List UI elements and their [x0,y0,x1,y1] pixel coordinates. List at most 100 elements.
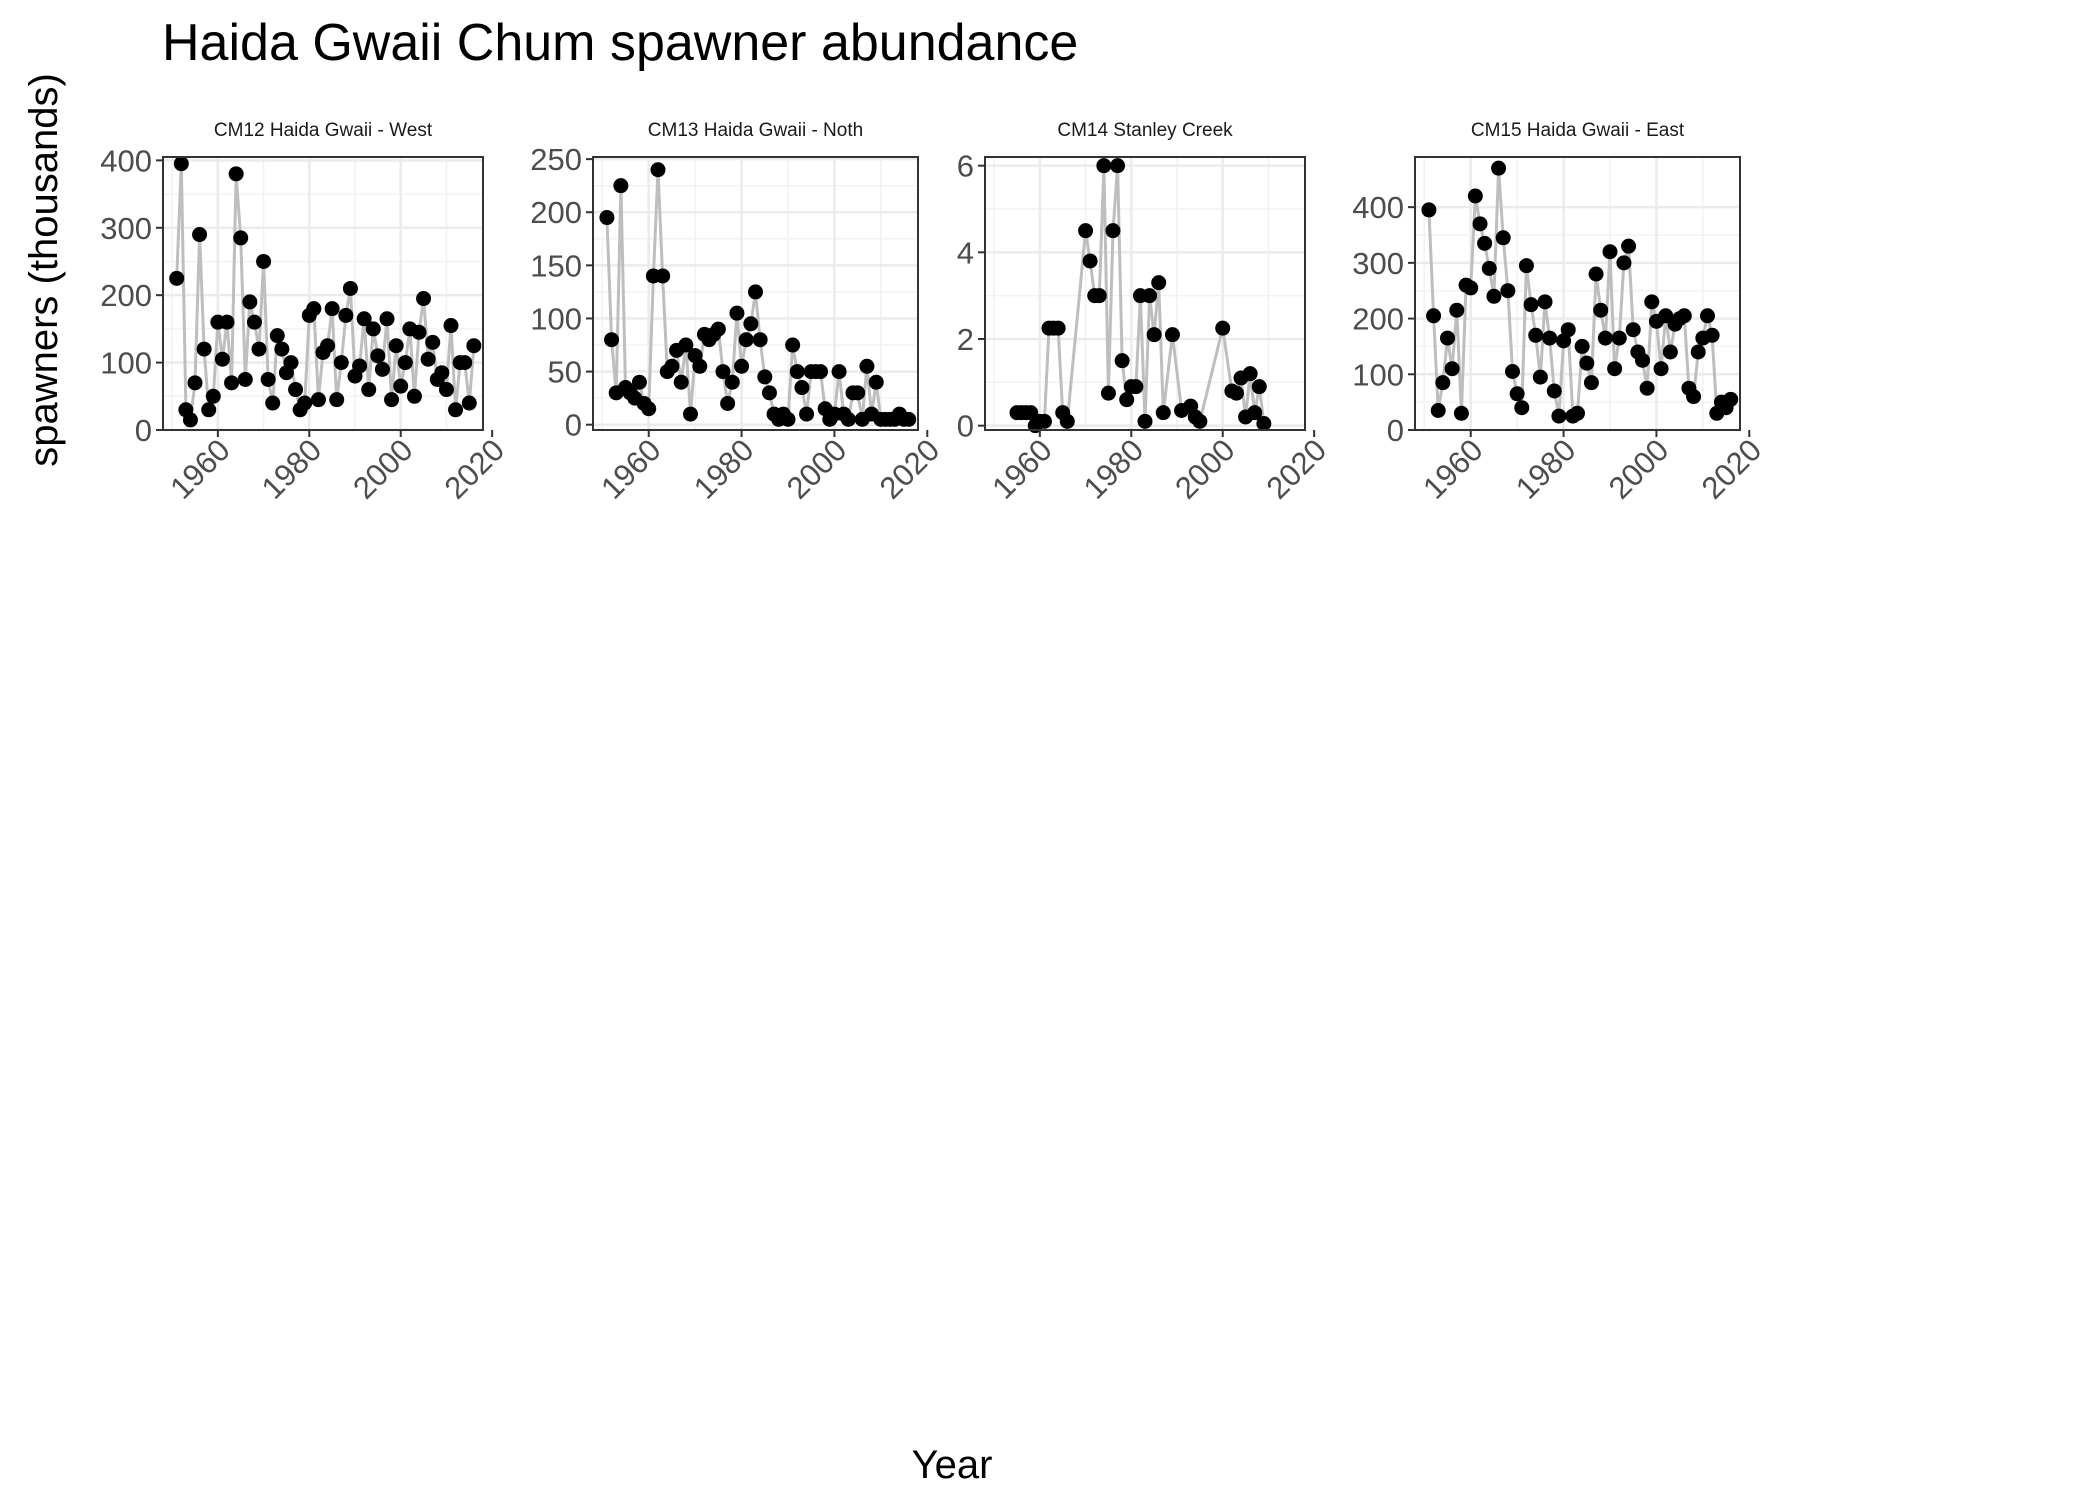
data-point [1481,260,1497,276]
data-point [1426,308,1442,324]
data-point [283,355,299,371]
data-point [228,166,244,182]
data-point [599,210,615,226]
data-point [187,375,203,391]
data-point [214,351,230,367]
data-point [1114,353,1130,369]
data-point [1588,266,1604,282]
data-point [384,392,400,408]
data-point [761,385,777,401]
data-point [1247,405,1263,421]
data-point [374,361,390,377]
data-point [1142,288,1158,304]
data-point [1495,230,1511,246]
data-point [1091,288,1107,304]
data-point [1560,322,1576,338]
data-point [1059,413,1075,429]
data-point [692,358,708,374]
data-point [237,371,253,387]
data-point [1625,322,1641,338]
data-point [813,364,828,380]
data-point [425,334,441,350]
y-tick-label: 200 [530,195,582,230]
data-point [1151,275,1167,291]
data-point [799,406,815,422]
y-axis-title: spawners (thousands) [22,73,66,467]
data-point [729,305,745,321]
data-point [664,358,680,374]
data-point [370,348,386,364]
data-point [1616,255,1632,271]
data-point [288,382,304,398]
data-point [196,341,212,357]
data-point [201,402,217,418]
data-point [748,284,763,300]
data-point [734,358,750,374]
data-point [1082,253,1098,269]
data-point [192,227,208,243]
data-point [1500,283,1516,299]
data-point [1096,158,1112,174]
panel-1: CM12 Haida Gwaii - West01002003004001960… [100,120,511,506]
y-tick-label: 400 [1352,190,1404,225]
data-point [831,364,847,380]
data-point [356,311,372,327]
data-point [251,341,267,357]
data-point [182,412,198,428]
data-point [1607,361,1623,377]
data-point [850,385,866,401]
data-point [683,406,698,422]
data-point [868,374,884,390]
data-point [840,411,856,427]
data-point [1155,405,1171,421]
data-point [1192,413,1208,429]
data-point [1690,344,1706,360]
y-tick-label: 150 [530,248,582,283]
data-point [416,291,432,307]
data-point [1463,280,1479,296]
data-point [1723,391,1739,407]
data-point [1639,380,1655,396]
data-point [310,392,326,408]
panel-border [1414,156,1741,431]
data-point [333,355,349,371]
data-point [361,382,377,398]
data-point [1050,320,1066,336]
data-point [324,301,340,317]
data-point [757,369,773,385]
data-point [169,270,185,286]
data-point [1505,364,1520,379]
data-point [365,321,381,337]
y-tick-label: 400 [100,143,152,178]
data-point [1164,327,1180,343]
data-point [256,253,272,269]
data-point [1514,400,1530,416]
data-point [1602,244,1618,260]
data-point [724,374,740,390]
data-point [1256,416,1272,431]
data-point [1574,338,1590,354]
data-point [411,324,427,340]
x-axis-title: Year [912,1443,993,1487]
data-point [393,378,409,394]
data-point [1542,330,1558,346]
data-point [650,162,666,178]
data-point [1472,216,1488,232]
data-point [1440,330,1455,346]
data-point [1228,385,1244,401]
data-point [352,358,368,374]
data-point [673,374,689,390]
data-point [780,411,796,427]
data-point [1242,366,1258,382]
data-point [342,280,358,296]
data-point [1523,297,1539,313]
data-point [604,332,620,348]
data-point [1704,327,1720,343]
data-point [1597,330,1613,346]
data-point [1662,344,1678,360]
y-tick-label: 100 [100,346,152,381]
data-point [752,332,768,348]
data-point [461,395,477,411]
data-point [1453,405,1469,421]
data-point [443,318,459,334]
